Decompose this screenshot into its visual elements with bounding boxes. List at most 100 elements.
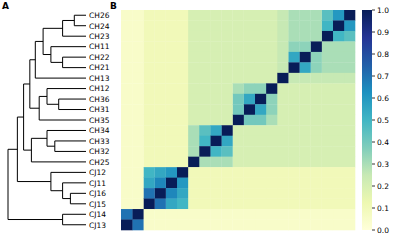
row-label: CH12 <box>89 84 110 93</box>
heatmap-cell <box>322 209 333 220</box>
heatmap-cell <box>310 209 321 220</box>
heatmap-cell <box>310 146 321 157</box>
heatmap-cell <box>166 178 177 189</box>
heatmap-cell <box>299 73 310 84</box>
heatmap-cell <box>154 83 165 94</box>
heatmap-cell <box>255 94 266 105</box>
dendrogram-link <box>47 89 86 105</box>
heatmap-cell <box>310 10 321 21</box>
heatmap-cell <box>255 115 266 126</box>
heatmap-cell <box>154 188 165 199</box>
heatmap-cell <box>232 41 243 52</box>
heatmap-cell <box>333 10 344 21</box>
heatmap-cell <box>188 157 199 168</box>
heatmap-cell <box>310 73 321 84</box>
heatmap-cell <box>221 220 232 231</box>
heatmap-cell <box>132 178 143 189</box>
heatmap-cell <box>255 167 266 178</box>
figure: ABCH26CH24CH23CH11CH22CH21CH13CH12CH36CH… <box>0 0 400 240</box>
heatmap-cell <box>199 73 210 84</box>
heatmap-cell <box>299 167 310 178</box>
heatmap-cell <box>188 62 199 73</box>
heatmap-cell <box>177 115 188 126</box>
heatmap-cell <box>132 136 143 147</box>
heatmap-cell <box>121 199 132 210</box>
heatmap-cell <box>132 167 143 178</box>
heatmap-cell <box>333 104 344 115</box>
heatmap-cell <box>188 188 199 199</box>
heatmap-cell <box>277 83 288 94</box>
heatmap-cell <box>277 125 288 136</box>
heatmap-cell <box>288 136 299 147</box>
heatmap-cell <box>322 220 333 231</box>
heatmap-cell <box>210 178 221 189</box>
heatmap-cell <box>188 125 199 136</box>
heatmap-cell <box>299 115 310 126</box>
heatmap-cell <box>322 178 333 189</box>
heatmap-cell <box>177 136 188 147</box>
heatmap-cell <box>143 115 154 126</box>
heatmap-cell <box>232 73 243 84</box>
heatmap-cell <box>121 83 132 94</box>
colorbar-tick <box>372 54 375 55</box>
heatmap-cell <box>299 20 310 31</box>
heatmap-cell <box>266 115 277 126</box>
heatmap-cell <box>266 62 277 73</box>
heatmap-cell <box>244 199 255 210</box>
heatmap-cell <box>277 136 288 147</box>
heatmap-cell <box>177 167 188 178</box>
heatmap-cell <box>310 104 321 115</box>
heatmap-cell <box>333 167 344 178</box>
heatmap-cell <box>277 167 288 178</box>
heatmap-cell <box>188 178 199 189</box>
heatmap-cell <box>166 41 177 52</box>
heatmap-cell <box>322 62 333 73</box>
heatmap-cell <box>177 125 188 136</box>
heatmap-cell <box>322 73 333 84</box>
heatmap-cell <box>322 188 333 199</box>
row-label: CH33 <box>89 137 110 146</box>
heatmap-cell <box>310 199 321 210</box>
heatmap-cell <box>210 220 221 231</box>
heatmap-cell <box>277 94 288 105</box>
heatmap-cell <box>344 62 355 73</box>
heatmap-cell <box>310 83 321 94</box>
heatmap-cell <box>121 10 132 21</box>
heatmap-cell <box>121 41 132 52</box>
heatmap-cell <box>166 31 177 42</box>
heatmap-cell <box>344 167 355 178</box>
heatmap-cell <box>188 146 199 157</box>
dendrogram-link <box>55 141 86 151</box>
heatmap-cell <box>210 31 221 42</box>
row-label: CJ15 <box>89 200 106 209</box>
heatmap-cell <box>121 31 132 42</box>
heatmap-cell <box>132 41 143 52</box>
heatmap-cell <box>221 199 232 210</box>
heatmap-cell <box>188 209 199 220</box>
heatmap-cell <box>210 104 221 115</box>
heatmap-cell <box>210 209 221 220</box>
heatmap-cell <box>177 188 188 199</box>
row-label: CJ13 <box>89 221 106 230</box>
heatmap-cell <box>132 104 143 115</box>
heatmap-cell <box>210 73 221 84</box>
heatmap-cell <box>232 10 243 21</box>
heatmap-cell <box>188 83 199 94</box>
heatmap-cell <box>244 104 255 115</box>
heatmap-cell <box>221 178 232 189</box>
heatmap-cell <box>210 157 221 168</box>
heatmap-cell <box>344 199 355 210</box>
heatmap-cell <box>221 83 232 94</box>
heatmap-cell <box>166 199 177 210</box>
heatmap-cell <box>333 62 344 73</box>
heatmap-cell <box>232 31 243 42</box>
colorbar-tick <box>372 230 375 231</box>
heatmap-cell <box>288 52 299 63</box>
heatmap-cell <box>255 41 266 52</box>
heatmap-cell <box>221 104 232 115</box>
dendrogram-link <box>31 138 86 162</box>
heatmap-cell <box>288 10 299 21</box>
heatmap-cell <box>177 199 188 210</box>
heatmap-cell <box>121 136 132 147</box>
heatmap-cell <box>288 188 299 199</box>
